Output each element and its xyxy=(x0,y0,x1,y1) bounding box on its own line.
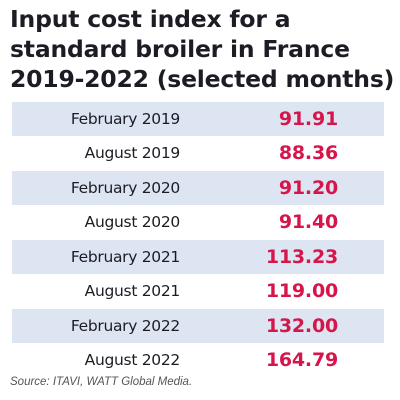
row-label: August 2021 xyxy=(84,282,181,301)
row-label: August 2019 xyxy=(84,144,181,163)
table-row: February 2020 91.20 xyxy=(12,171,384,206)
row-value: 119.00 xyxy=(265,280,338,303)
table-row: August 2021 119.00 xyxy=(12,274,384,309)
table-row: August 2019 88.36 xyxy=(12,136,384,171)
table-row: August 2022 164.79 xyxy=(12,343,384,378)
table-row: February 2019 91.91 xyxy=(12,102,384,137)
table-row: February 2021 113.23 xyxy=(12,240,384,275)
row-value: 91.91 xyxy=(278,107,338,130)
table-row: August 2020 91.40 xyxy=(12,205,384,240)
row-label: February 2022 xyxy=(70,316,180,335)
data-table: February 2019 91.91 August 2019 88.36 Fe… xyxy=(12,102,384,378)
row-label: February 2021 xyxy=(70,247,180,266)
source-note: Source: ITAVI, WATT Global Media. xyxy=(10,376,193,388)
table-row: February 2022 132.00 xyxy=(12,309,384,344)
row-value: 132.00 xyxy=(265,314,338,337)
row-label: February 2020 xyxy=(70,178,180,197)
row-value: 91.40 xyxy=(278,211,338,234)
row-label: August 2020 xyxy=(84,213,181,232)
row-value: 164.79 xyxy=(265,349,338,372)
row-value: 91.20 xyxy=(278,176,338,199)
row-label: February 2019 xyxy=(70,109,180,128)
row-value: 88.36 xyxy=(278,142,338,165)
chart-title: Input cost index for a standard broiler … xyxy=(10,5,395,93)
row-label: August 2022 xyxy=(84,351,181,370)
row-value: 113.23 xyxy=(265,245,338,268)
